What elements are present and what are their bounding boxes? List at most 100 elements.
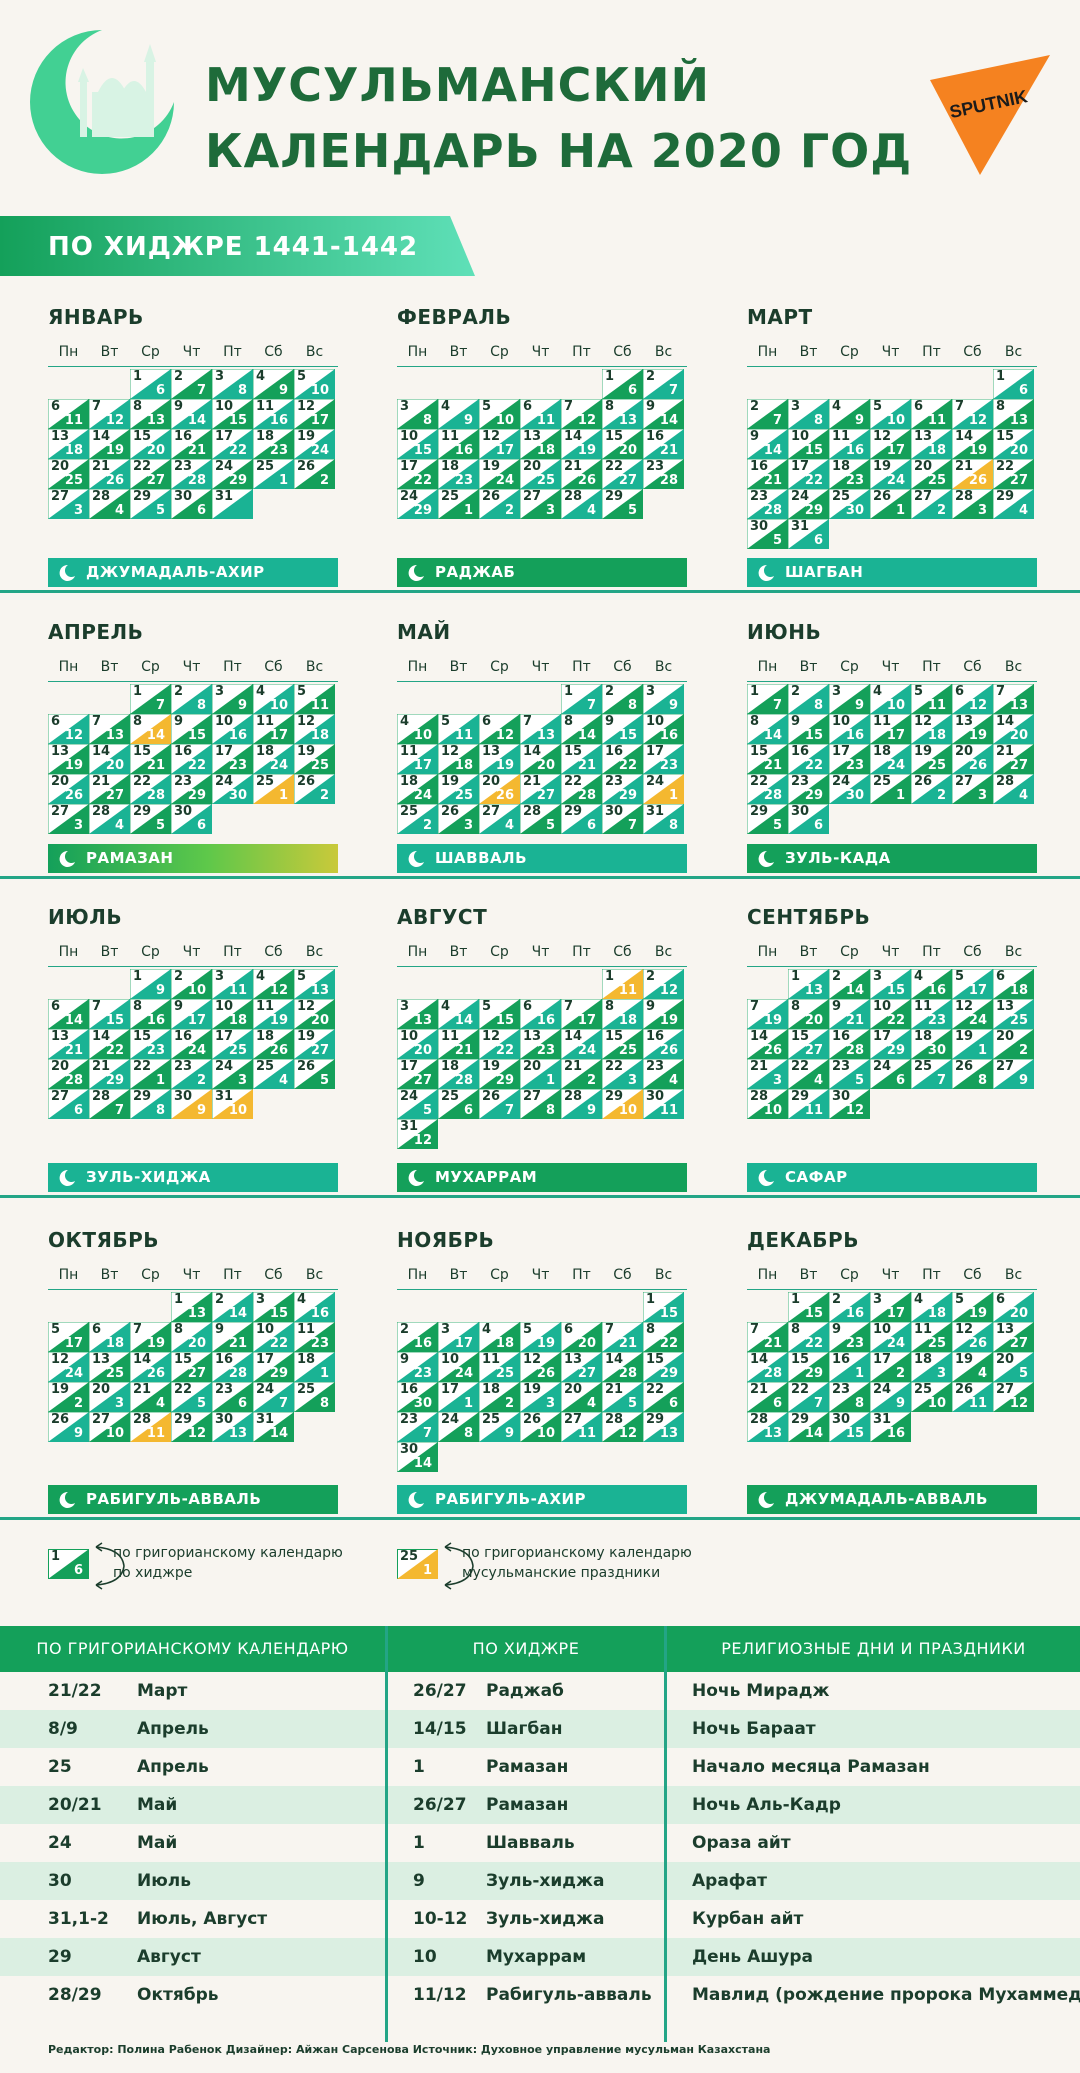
gregorian-day: 27: [996, 1382, 1015, 1397]
hijri-month-label: МУХАРРАМ: [397, 1163, 687, 1192]
hijri-band: [0, 216, 475, 276]
gregorian-day: 2: [174, 369, 184, 384]
day-cell: 9 21: [829, 999, 870, 1029]
hijri-month-label: ЗУЛЬ-КАДА: [747, 844, 1037, 873]
hijri-day: 29: [413, 503, 432, 518]
weekday-label: Пн: [407, 344, 428, 360]
gregorian-day: 18: [256, 744, 275, 759]
gregorian-day: 14: [605, 1352, 624, 1367]
hijri-day: 13: [804, 983, 823, 998]
hijri-day: 23: [310, 1336, 329, 1351]
gregorian-day: 8: [996, 399, 1006, 414]
gregorian-day: 21: [750, 1059, 769, 1074]
hijri-day: 14: [413, 1456, 432, 1471]
hijri-day: 12: [577, 413, 596, 428]
gregorian-day: 2: [174, 969, 184, 984]
table-cell: 1: [413, 1757, 425, 1777]
day-cell-shape: [952, 999, 993, 1029]
day-cell-shape: [520, 1382, 561, 1412]
day-cell: 5 19: [952, 1292, 993, 1322]
gregorian-day: 28: [523, 804, 542, 819]
gregorian-day: 24: [791, 489, 810, 504]
hijri-day: 27: [187, 1366, 206, 1381]
day-cell-shape: [520, 1059, 561, 1089]
day-cell: 19 4: [952, 1352, 993, 1382]
gregorian-day: 25: [832, 489, 851, 504]
day-cell: 3 17: [870, 1292, 911, 1322]
day-cell-shape: [952, 1292, 993, 1322]
gregorian-day: 7: [750, 1322, 760, 1337]
hijri-month-label: РАДЖАБ: [397, 558, 687, 587]
day-cell: 17 23: [212, 744, 253, 774]
day-cell: 22 1: [130, 1059, 171, 1089]
gregorian-day: 30: [174, 1089, 193, 1104]
day-cell-shape: [602, 714, 643, 744]
hijri-month-name: ЗУЛЬ-ХИДЖА: [86, 1168, 211, 1186]
day-cell: 14 19: [952, 429, 993, 459]
hijri-day: 12: [968, 413, 987, 428]
month-name: МАЙ: [397, 620, 451, 644]
day-cell-shape: [130, 1382, 171, 1412]
day-cell-shape: [438, 714, 479, 744]
day-cell-shape: [479, 459, 520, 489]
hijri-day: 23: [228, 758, 247, 773]
weekday-label: Вс: [305, 659, 324, 675]
hijri-day: 25: [105, 1366, 124, 1381]
hijri-day: 25: [927, 473, 946, 488]
day-cell-shape: [952, 1059, 993, 1089]
day-cell-shape: [952, 1352, 993, 1382]
day-cell-shape: [212, 1059, 253, 1089]
day-cell-shape: [253, 1382, 294, 1412]
hijri-month-label: ДЖУМАДАЛЬ-АВВАЛЬ: [747, 1485, 1037, 1514]
day-cell-shape: [911, 999, 952, 1029]
day-cell: 21 26: [952, 459, 993, 489]
hijri-day: 4: [504, 818, 514, 833]
day-cell-shape: [993, 744, 1034, 774]
day-cell-shape: [212, 1089, 253, 1119]
hijri-day: 20: [804, 1013, 823, 1028]
day-cell: 11 17: [870, 714, 911, 744]
day-cell: 29 10: [602, 1089, 643, 1119]
hijri-day: 5: [196, 1396, 206, 1411]
day-cell-shape: [788, 1029, 829, 1059]
day-cell-shape: [48, 714, 89, 744]
hijri-day: 11: [927, 413, 946, 428]
gregorian-day: 31: [215, 1089, 234, 1104]
hijri-day: 24: [413, 788, 432, 803]
hijri-day: 29: [618, 788, 637, 803]
day-cell-shape: [171, 1029, 212, 1059]
day-cell: 30 12: [829, 1089, 870, 1119]
gregorian-day: 22: [791, 1382, 810, 1397]
weekday-label: Ср: [840, 944, 859, 960]
day-cell: 5 19: [520, 1322, 561, 1352]
gregorian-day: 7: [564, 399, 574, 414]
day-cell: 1 13: [788, 969, 829, 999]
gregorian-day: 25: [256, 774, 275, 789]
gregorian-day: 4: [256, 969, 266, 984]
day-cell: 24 1: [643, 774, 684, 804]
hijri-day: 3: [772, 1073, 782, 1088]
hijri-day: 6: [463, 1103, 473, 1118]
gregorian-day: 23: [174, 459, 193, 474]
day-cell: 9 14: [747, 429, 788, 459]
day-cell-shape: [747, 1352, 788, 1382]
crescent-icon: [758, 1491, 774, 1508]
day-cell-shape: [438, 999, 479, 1029]
weekday-label: Сб: [264, 944, 283, 960]
day-cell-shape: [643, 744, 684, 774]
hijri-day: 1: [463, 1396, 473, 1411]
day-cell-shape: [952, 684, 993, 714]
gregorian-day: 26: [482, 1089, 501, 1104]
hijri-day: 17: [968, 983, 987, 998]
gregorian-day: 17: [873, 1352, 892, 1367]
day-cell-shape: [48, 744, 89, 774]
day-cell-shape: [520, 1352, 561, 1382]
day-cell: 5 15: [479, 999, 520, 1029]
day-cell: 31 6: [788, 519, 829, 549]
day-cell-shape: [438, 1412, 479, 1442]
day-cell: 16 22: [171, 744, 212, 774]
day-cell-shape: [602, 369, 643, 399]
day-cell-shape: [870, 429, 911, 459]
